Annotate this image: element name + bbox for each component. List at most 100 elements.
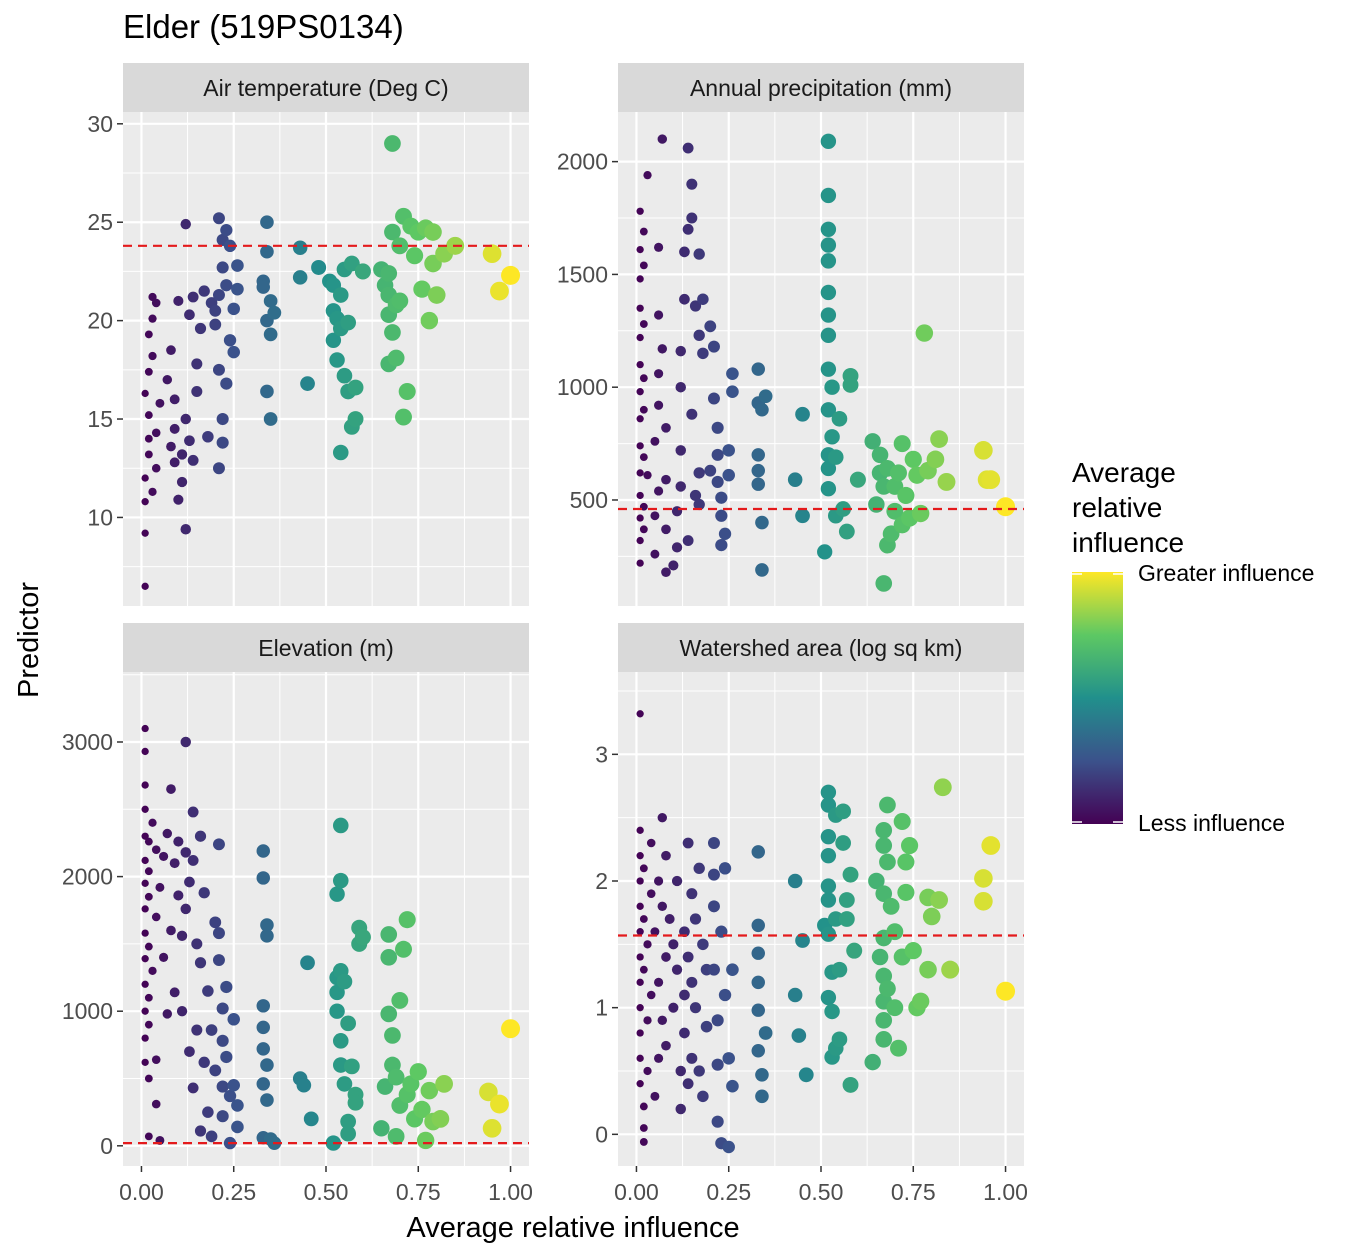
data-point	[141, 1007, 149, 1015]
data-point	[875, 1031, 893, 1048]
x-tick-label: 0.25	[211, 1179, 256, 1205]
color-legend: Average relative influence Greater influ…	[1072, 457, 1314, 836]
facet-panel: Annual precipitation (mm) 500 1000 1500 2000	[557, 63, 1024, 606]
data-point	[838, 523, 855, 540]
data-point	[981, 836, 1001, 855]
data-point	[974, 891, 993, 911]
data-point	[868, 872, 885, 890]
data-point	[220, 279, 233, 292]
data-point	[144, 993, 153, 1002]
x-tick-label: 1.00	[488, 1179, 533, 1205]
data-point	[141, 955, 149, 963]
data-point	[820, 784, 837, 801]
data-point	[398, 382, 416, 400]
data-point	[148, 351, 157, 361]
data-point	[897, 853, 915, 871]
data-point	[141, 905, 149, 913]
data-point	[933, 778, 952, 797]
data-point	[650, 549, 660, 559]
data-point	[890, 464, 907, 482]
data-point	[198, 887, 210, 899]
data-point	[820, 133, 837, 150]
data-point	[636, 514, 644, 522]
data-point	[650, 1091, 660, 1101]
data-point	[194, 830, 207, 842]
data-point	[697, 347, 709, 360]
data-point	[260, 918, 274, 932]
data-point	[227, 1078, 240, 1092]
data-point	[159, 952, 169, 962]
data-point	[231, 259, 244, 272]
data-point	[636, 388, 644, 396]
data-point	[413, 280, 431, 298]
data-point	[405, 247, 424, 265]
data-point	[256, 1042, 270, 1056]
chart-title: Elder (519PS0134)	[123, 8, 404, 45]
data-point	[636, 415, 644, 423]
data-point	[340, 1015, 357, 1032]
data-point	[391, 991, 409, 1009]
data-point	[820, 926, 837, 942]
data-point	[260, 929, 274, 943]
data-point	[169, 987, 180, 998]
data-point	[654, 977, 664, 987]
data-point	[227, 345, 240, 359]
data-point	[416, 1131, 435, 1150]
data-point	[679, 293, 690, 305]
data-point	[202, 1106, 214, 1118]
data-point	[398, 911, 416, 929]
facet-panel: Watershed area (log sq km) 0.00 0.25 0.50 0.…	[595, 623, 1028, 1205]
data-point	[223, 334, 237, 347]
data-point	[184, 435, 195, 447]
data-point	[751, 362, 765, 376]
data-point	[636, 877, 644, 885]
data-point	[639, 227, 648, 236]
data-point	[675, 345, 686, 357]
data-point	[216, 412, 229, 426]
data-point	[820, 187, 837, 204]
data-point	[886, 502, 904, 520]
data-point	[726, 963, 739, 976]
y-tick-label: 0	[595, 1121, 608, 1147]
data-point	[336, 973, 353, 990]
data-point	[501, 1019, 521, 1039]
data-point	[679, 246, 690, 258]
data-point	[996, 497, 1016, 517]
data-point	[875, 1012, 893, 1029]
data-point	[711, 1115, 724, 1128]
data-point	[216, 436, 229, 449]
data-point	[755, 1068, 769, 1082]
data-point	[650, 927, 660, 937]
data-point	[639, 864, 648, 873]
data-point	[373, 1120, 390, 1137]
data-point	[636, 304, 644, 312]
data-point	[682, 223, 694, 235]
data-point	[879, 796, 896, 814]
data-point	[864, 1053, 881, 1071]
data-point	[787, 873, 803, 889]
data-point	[882, 897, 900, 915]
data-point	[141, 474, 149, 482]
data-point	[643, 471, 652, 480]
x-tick-label: 0.25	[706, 1179, 751, 1205]
y-tick-label: 3	[595, 741, 608, 767]
data-point	[162, 374, 173, 385]
data-point	[263, 294, 278, 308]
legend-color-bar	[1072, 572, 1123, 824]
y-tick-label: 2000	[557, 149, 608, 175]
data-point	[639, 261, 648, 270]
data-point	[173, 494, 184, 505]
data-point	[707, 868, 720, 881]
data-point	[141, 529, 149, 537]
data-point	[751, 448, 765, 462]
data-point	[263, 412, 278, 426]
data-point	[930, 891, 948, 909]
data-point	[187, 806, 199, 818]
data-point	[639, 405, 648, 414]
data-point	[657, 901, 668, 912]
data-point	[144, 942, 153, 951]
data-point	[930, 430, 948, 448]
data-point	[220, 223, 233, 237]
data-point	[751, 975, 765, 990]
y-tick-label: 500	[570, 487, 608, 513]
